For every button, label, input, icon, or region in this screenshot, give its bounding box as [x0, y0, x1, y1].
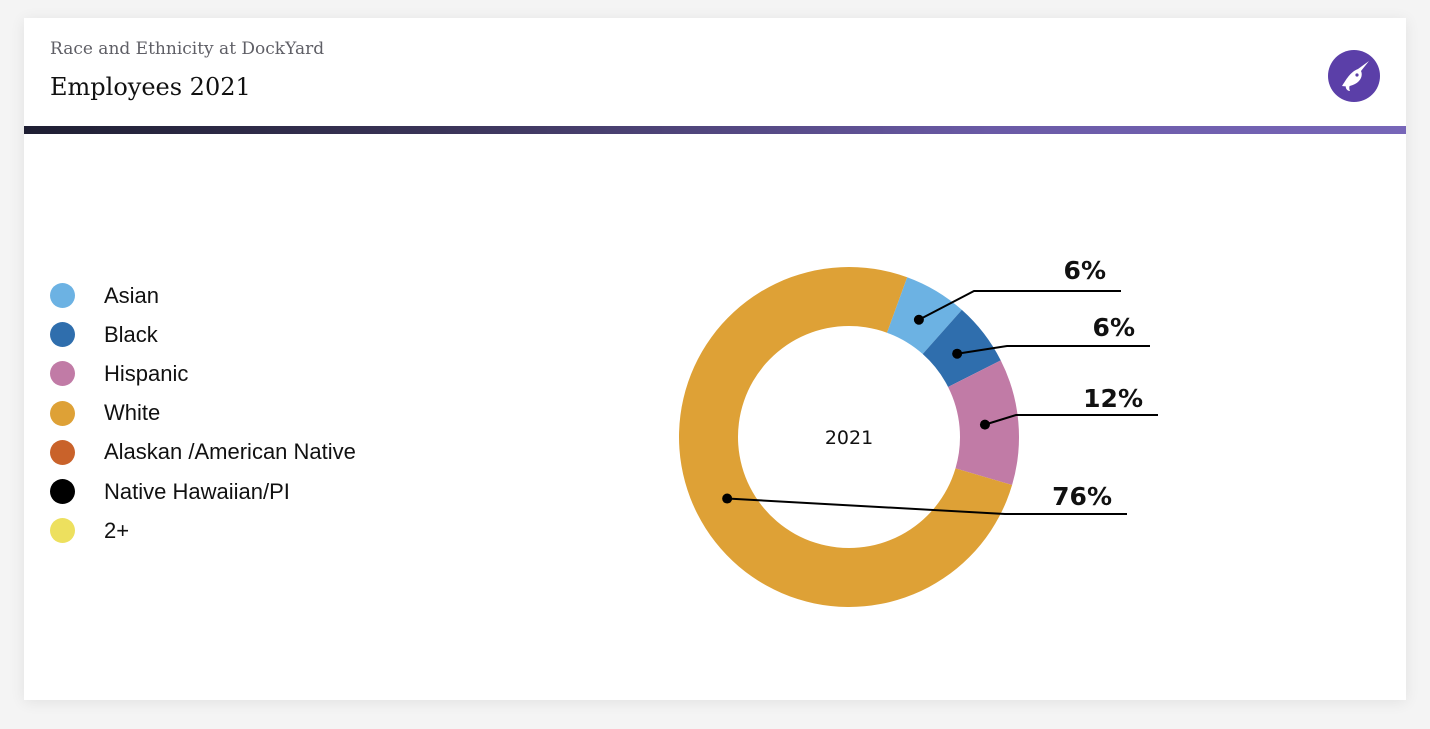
- label-leader-line: [918, 290, 1121, 321]
- legend-swatch: [50, 400, 75, 426]
- label-anchor-dot: [913, 314, 924, 325]
- legend-label: White: [104, 400, 161, 426]
- slice-value-label: 6%: [1064, 256, 1106, 285]
- donut-chart: 6% 6% 12% 76% 2021: [679, 256, 1158, 608]
- label-anchor-dot: [722, 493, 733, 504]
- chart-kicker: Race and Ethnicity at DockYard: [50, 39, 325, 59]
- donut-slice-asian: [886, 277, 962, 354]
- legend-item: 2+: [50, 511, 356, 550]
- legend-swatch: [50, 322, 75, 348]
- donut-slice-white: [679, 267, 1013, 608]
- legend-item: Black: [50, 315, 356, 354]
- slice-value-label: 12%: [1083, 384, 1143, 413]
- label-anchor-dot: [979, 419, 990, 430]
- card-header: Race and Ethnicity at DockYard Employees…: [24, 18, 1406, 134]
- label-leader-line: [984, 414, 1158, 426]
- legend-swatch: [50, 361, 75, 387]
- legend-item: Alaskan /American Native: [50, 433, 356, 472]
- chart-legend: Asian Black Hispanic White Alaskan /American…: [50, 276, 356, 550]
- legend-swatch: [50, 479, 75, 505]
- legend-swatch: [50, 283, 75, 309]
- legend-label: Asian: [104, 282, 160, 308]
- legend-label: 2+: [104, 517, 130, 543]
- label-leader-line: [956, 345, 1150, 355]
- label-anchor-dot: [952, 348, 963, 359]
- narwhal-icon: [1328, 50, 1380, 102]
- legend-swatch: [50, 518, 75, 544]
- legend-label: Alaskan /American Native: [104, 439, 356, 465]
- donut-center-label: 2021: [825, 427, 873, 449]
- legend-item: Native Hawaiian/PI: [50, 472, 356, 511]
- legend-swatch: [50, 439, 75, 465]
- legend-item: Hispanic: [50, 354, 356, 393]
- slice-value-label: 6%: [1093, 313, 1135, 342]
- legend-label: Hispanic: [104, 360, 189, 386]
- slice-value-label: 76%: [1052, 482, 1112, 511]
- legend-item: White: [50, 394, 356, 433]
- legend-label: Native Hawaiian/PI: [104, 478, 290, 504]
- header-accent-bar: [24, 126, 1406, 134]
- legend-label: Black: [104, 321, 158, 347]
- donut-slice-black: [922, 309, 1001, 387]
- chart-title: Employees 2021: [50, 73, 251, 101]
- chart-card: Race and Ethnicity at DockYard Employees…: [24, 18, 1406, 700]
- label-leader-line: [727, 497, 1127, 515]
- legend-item: Asian: [50, 276, 356, 315]
